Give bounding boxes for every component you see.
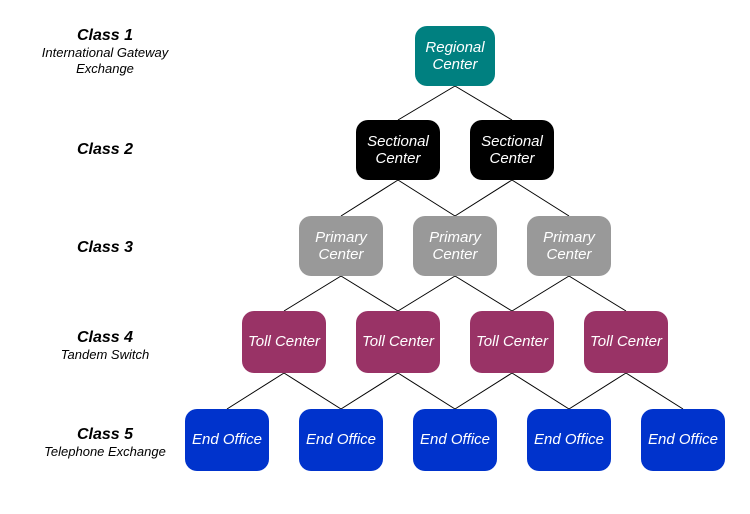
edge xyxy=(569,276,626,311)
edge xyxy=(626,373,683,409)
level-label: Class 5Telephone Exchange xyxy=(25,425,185,460)
tree-node: End Office xyxy=(413,409,497,471)
tree-node: Toll Center xyxy=(242,311,326,373)
edge xyxy=(398,276,455,311)
level-label-sub: Tandem Switch xyxy=(25,347,185,363)
level-label-sub: International Gateway Exchange xyxy=(25,45,185,76)
tree-node: End Office xyxy=(299,409,383,471)
tree-node-label: Regional Center xyxy=(415,39,495,74)
tree-node-label: Primary Center xyxy=(299,229,383,264)
edge xyxy=(455,86,512,120)
tree-node: Sectional Center xyxy=(356,120,440,180)
tree-node: Sectional Center xyxy=(470,120,554,180)
edge xyxy=(398,373,455,409)
tree-node: Toll Center xyxy=(584,311,668,373)
level-label-sub: Telephone Exchange xyxy=(25,444,185,460)
tree-node-label: End Office xyxy=(534,431,604,448)
tree-node: Primary Center xyxy=(527,216,611,276)
level-label-title: Class 1 xyxy=(25,26,185,45)
level-label: Class 4Tandem Switch xyxy=(25,328,185,363)
edge xyxy=(341,180,398,216)
edge xyxy=(398,86,455,120)
level-label: Class 2 xyxy=(25,140,185,159)
tree-node-label: Toll Center xyxy=(476,333,548,350)
edge xyxy=(284,276,341,311)
tree-node: Regional Center xyxy=(415,26,495,86)
tree-node-label: End Office xyxy=(192,431,262,448)
tree-node-label: End Office xyxy=(306,431,376,448)
tree-node: Toll Center xyxy=(470,311,554,373)
tree-node-label: Toll Center xyxy=(590,333,662,350)
tree-node: End Office xyxy=(641,409,725,471)
tree-node: End Office xyxy=(527,409,611,471)
level-label: Class 3 xyxy=(25,238,185,257)
tree-node-label: Primary Center xyxy=(413,229,497,264)
tree-node: End Office xyxy=(185,409,269,471)
tree-node-label: Toll Center xyxy=(248,333,320,350)
edge xyxy=(455,373,512,409)
level-label-title: Class 5 xyxy=(25,425,185,444)
tree-node-label: Sectional Center xyxy=(470,133,554,168)
edge xyxy=(341,373,398,409)
level-label-title: Class 2 xyxy=(25,140,185,159)
level-label: Class 1International Gateway Exchange xyxy=(25,26,185,76)
edge xyxy=(569,373,626,409)
edge xyxy=(284,373,341,409)
tree-node-label: End Office xyxy=(648,431,718,448)
edge xyxy=(512,180,569,216)
edge xyxy=(455,180,512,216)
level-label-title: Class 3 xyxy=(25,238,185,257)
tree-node-label: End Office xyxy=(420,431,490,448)
tree-node-label: Toll Center xyxy=(362,333,434,350)
tree-node: Primary Center xyxy=(413,216,497,276)
edge xyxy=(455,276,512,311)
edge xyxy=(512,373,569,409)
level-label-title: Class 4 xyxy=(25,328,185,347)
edge xyxy=(398,180,455,216)
tree-node: Toll Center xyxy=(356,311,440,373)
edge xyxy=(512,276,569,311)
tree-node: Primary Center xyxy=(299,216,383,276)
edge xyxy=(227,373,284,409)
tree-node-label: Primary Center xyxy=(527,229,611,264)
edge xyxy=(341,276,398,311)
tree-node-label: Sectional Center xyxy=(356,133,440,168)
